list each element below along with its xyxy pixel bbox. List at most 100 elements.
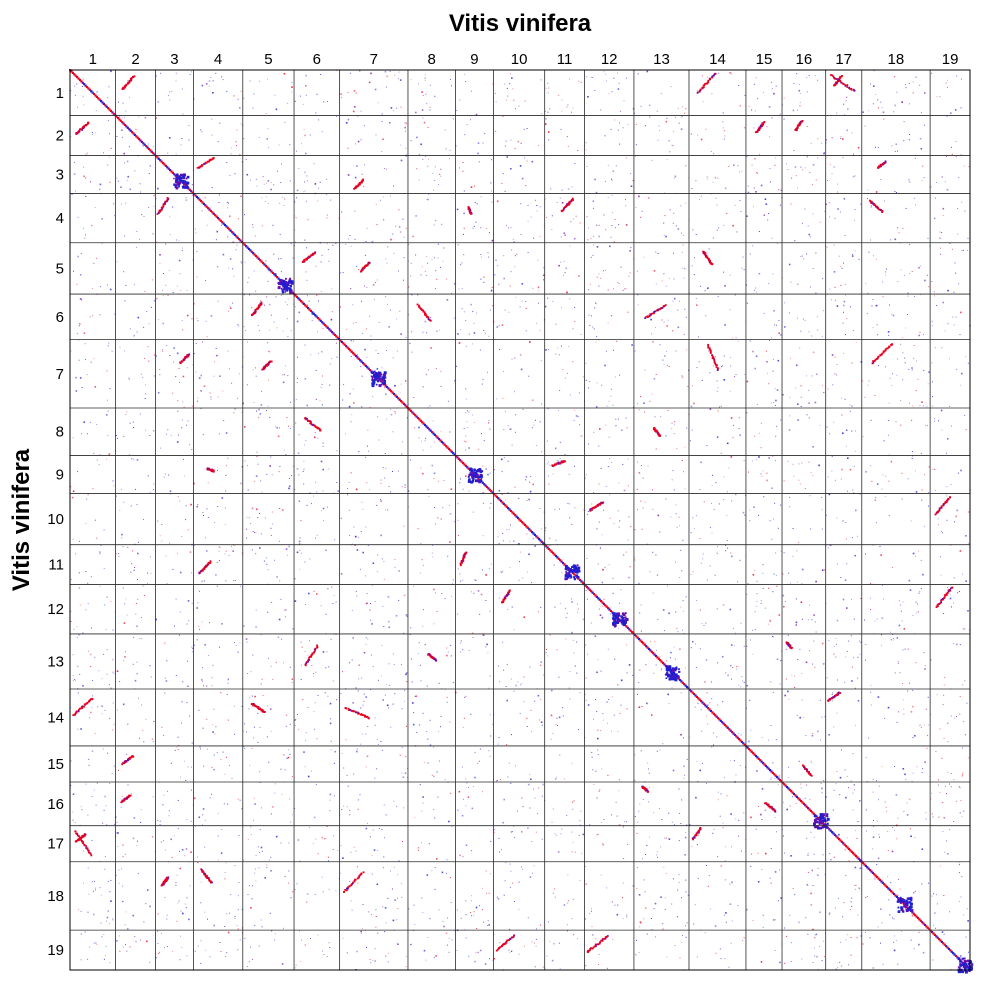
noise-dot	[575, 415, 578, 417]
noise-dot	[922, 573, 924, 576]
noise-dot	[323, 101, 325, 103]
noise-dot	[305, 271, 307, 273]
noise-dot	[894, 104, 897, 107]
noise-dot	[306, 295, 308, 297]
noise-dot	[967, 920, 969, 922]
noise-dot	[121, 136, 123, 138]
noise-dot	[367, 445, 368, 447]
noise-dot	[172, 568, 174, 570]
noise-dot	[152, 796, 154, 798]
noise-dot	[754, 289, 755, 291]
noise-dot	[636, 270, 638, 272]
noise-dot	[156, 957, 158, 959]
noise-dot	[483, 276, 485, 278]
noise-dot	[490, 563, 492, 565]
noise-dot	[546, 463, 548, 465]
noise-dot	[701, 623, 703, 625]
noise-dot	[946, 188, 949, 191]
noise-dot	[272, 224, 274, 226]
noise-dot	[877, 696, 880, 698]
noise-dot	[621, 429, 623, 431]
noise-dot	[94, 132, 96, 134]
noise-dot	[636, 939, 637, 941]
noise-dot	[812, 446, 814, 448]
noise-dot	[718, 227, 720, 229]
noise-dot	[620, 110, 621, 112]
noise-dot	[507, 942, 509, 944]
noise-dot	[374, 717, 376, 719]
noise-dot	[478, 161, 480, 163]
noise-dot	[220, 951, 222, 952]
noise-dot	[137, 873, 139, 875]
noise-dot	[814, 955, 816, 957]
noise-dot	[835, 783, 837, 785]
noise-dot	[862, 111, 864, 113]
noise-dot	[394, 899, 396, 901]
noise-dot	[229, 307, 232, 309]
noise-dot	[711, 503, 712, 505]
noise-dot	[896, 91, 898, 93]
noise-dot	[779, 683, 781, 685]
noise-dot	[936, 894, 938, 896]
noise-dot	[85, 196, 87, 197]
noise-dot	[854, 430, 856, 432]
noise-dot	[359, 568, 361, 570]
noise-dot	[619, 712, 621, 714]
noise-dot	[660, 92, 662, 94]
noise-dot	[421, 897, 423, 899]
noise-dot	[597, 749, 599, 751]
noise-dot	[904, 773, 906, 776]
noise-dot	[756, 593, 758, 595]
noise-dot	[301, 939, 303, 941]
noise-dot	[102, 748, 104, 750]
noise-dot	[74, 821, 76, 823]
noise-dot	[479, 905, 480, 907]
noise-dot	[726, 212, 728, 214]
noise-dot	[919, 84, 921, 86]
noise-dot	[544, 123, 547, 125]
noise-dot	[247, 838, 249, 840]
noise-dot	[638, 706, 641, 708]
noise-dot	[138, 541, 140, 543]
noise-dot	[540, 606, 542, 608]
noise-dot	[495, 259, 497, 261]
noise-dot	[592, 254, 594, 256]
noise-dot	[121, 537, 123, 539]
noise-dot	[668, 366, 670, 367]
noise-dot	[243, 138, 245, 140]
noise-dot	[596, 336, 598, 338]
noise-dot	[126, 411, 128, 413]
noise-dot	[380, 675, 382, 677]
noise-dot	[683, 277, 685, 279]
noise-dot	[232, 550, 234, 552]
noise-dot	[806, 821, 808, 823]
noise-dot	[540, 79, 542, 81]
noise-dot	[667, 693, 669, 696]
noise-dot	[95, 110, 97, 112]
noise-dot	[752, 653, 754, 655]
noise-dot	[322, 651, 325, 653]
noise-dot	[875, 191, 878, 193]
noise-dot	[660, 846, 662, 848]
noise-dot	[143, 921, 145, 923]
noise-dot	[918, 943, 920, 946]
noise-dot	[672, 769, 675, 772]
noise-dot	[82, 78, 84, 80]
noise-dot	[519, 713, 521, 714]
noise-dot	[135, 602, 137, 604]
noise-dot	[512, 239, 514, 240]
noise-dot	[717, 410, 719, 412]
noise-dot	[774, 919, 776, 921]
noise-dot	[611, 91, 613, 93]
noise-dot	[148, 207, 150, 208]
noise-dot	[673, 489, 675, 491]
noise-dot	[669, 151, 671, 153]
noise-dot	[870, 704, 872, 706]
noise-dot	[888, 334, 890, 336]
noise-dot	[357, 690, 359, 692]
noise-dot	[661, 280, 663, 282]
noise-dot	[394, 558, 396, 560]
noise-dot	[944, 676, 946, 678]
noise-dot	[509, 428, 511, 430]
noise-dot	[84, 343, 86, 345]
